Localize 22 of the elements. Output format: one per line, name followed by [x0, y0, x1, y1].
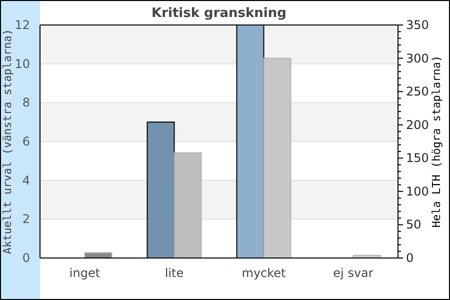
y2-tick-label: 50: [406, 218, 422, 232]
y-tick-label: 12: [14, 18, 30, 32]
y-tick-label: 6: [22, 134, 30, 148]
y-tick-label: 4: [22, 173, 30, 188]
chart-title: Kritisk granskning: [152, 6, 286, 21]
y2-tick-label: 350: [406, 18, 429, 32]
y2-tick-label: 200: [406, 118, 429, 132]
x-tick-label: mycket: [242, 266, 286, 280]
y2-tick-label: 0: [406, 251, 414, 265]
y2-axis-title: Hela LTH (högra staplarna): [430, 55, 443, 228]
x-tick-label: lite: [164, 266, 184, 280]
y-tick-label: 0: [22, 251, 30, 265]
y-tick-label: 10: [14, 56, 30, 71]
y2-tick-label: 250: [406, 84, 429, 99]
y2-tick-label: 300: [406, 51, 429, 66]
x-tick-label: inget: [69, 266, 100, 280]
y2-tick-label: 150: [406, 151, 429, 166]
y-tick-label: 8: [22, 96, 30, 110]
x-tick-label: ej svar: [333, 266, 374, 280]
y-tick-label: 2: [22, 212, 30, 226]
y-axis-title: Aktuellt urval (vänstra staplarna): [1, 28, 14, 254]
y2-tick-label: 100: [406, 184, 429, 198]
